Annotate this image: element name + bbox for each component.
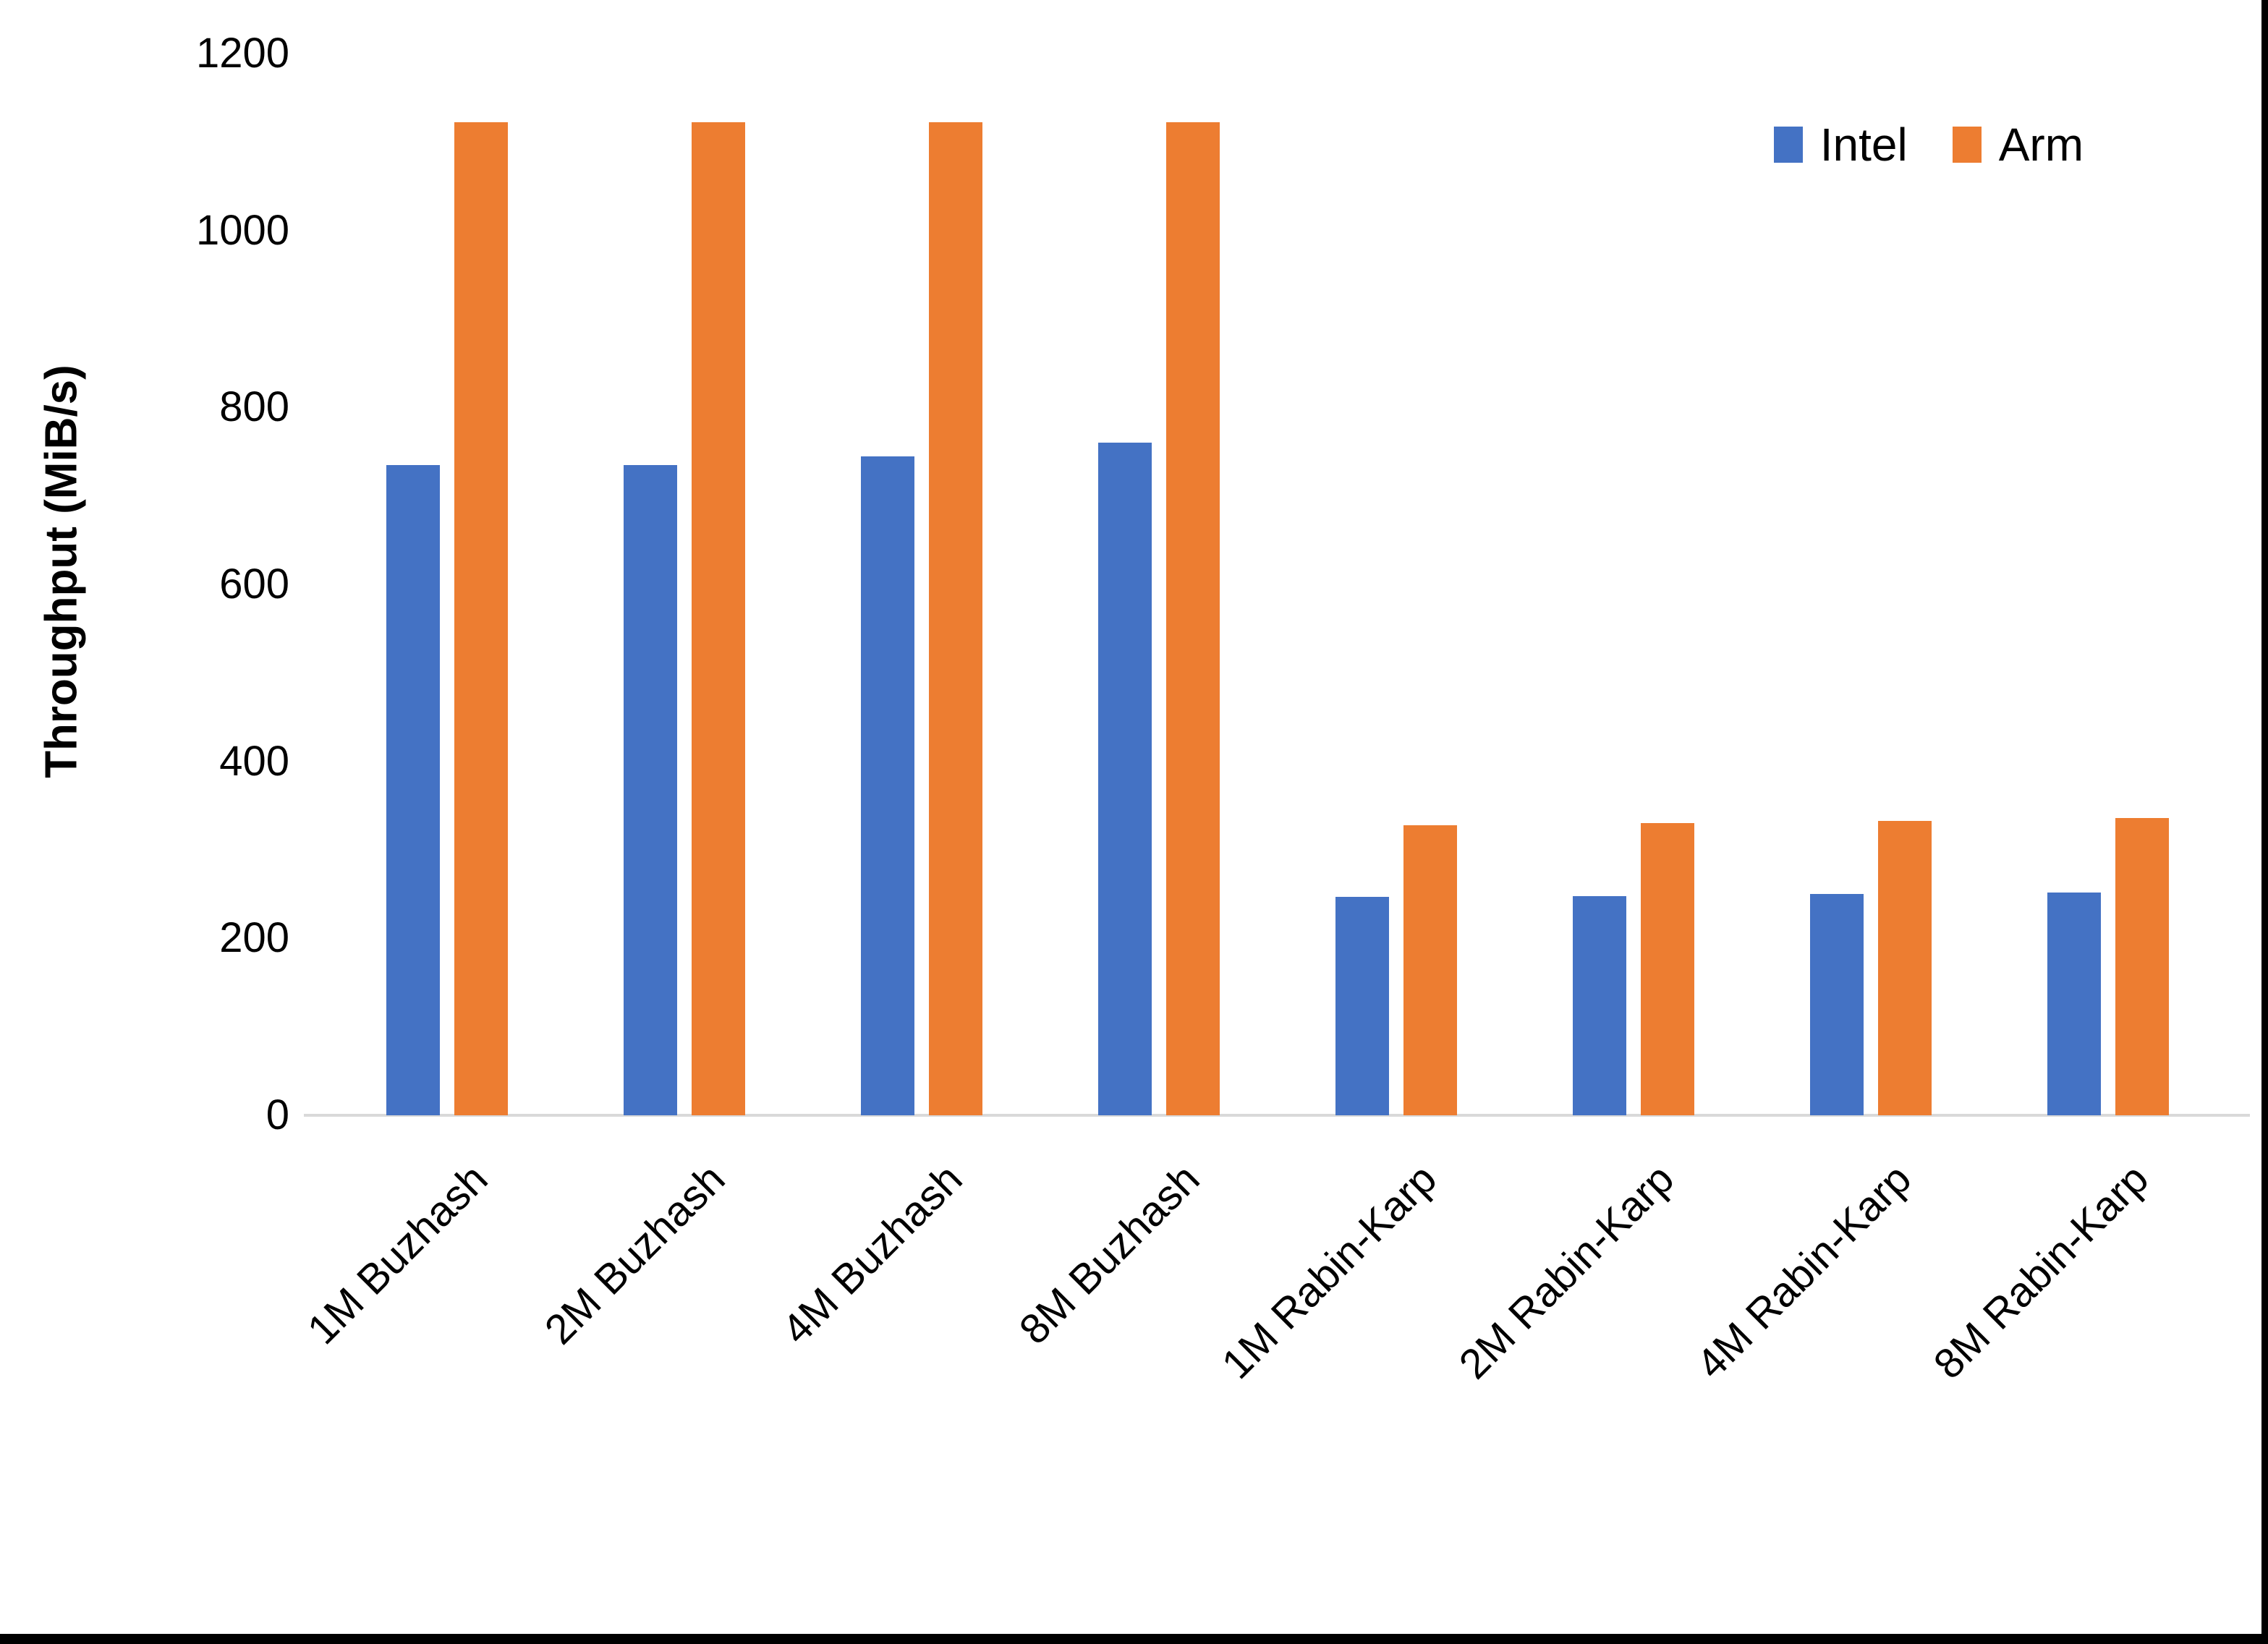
x-category-label: 4M Buzhash [773, 1155, 972, 1354]
page-edge-right [2261, 0, 2268, 1644]
y-tick-label: 600 [219, 561, 289, 608]
x-category-label: 8M Rabin-Karp [1924, 1155, 2158, 1388]
bar-arm-3 [1166, 122, 1220, 1115]
x-category-label: 2M Buzhash [535, 1155, 734, 1354]
y-tick-label: 400 [219, 737, 289, 785]
bar-arm-1 [692, 122, 745, 1115]
legend-swatch-intel [1773, 127, 1803, 163]
bar-intel-4 [1335, 896, 1389, 1115]
bar-intel-7 [2047, 892, 2101, 1115]
bar-arm-7 [2115, 817, 2169, 1115]
legend-label-arm: Arm [1998, 119, 2084, 171]
bar-arm-2 [929, 122, 982, 1115]
x-category-label: 8M Buzhash [1010, 1155, 1209, 1354]
legend-item-intel: Intel [1773, 119, 1908, 171]
y-tick-label: 1200 [195, 30, 289, 77]
x-category-label: 2M Rabin-Karp [1450, 1155, 1683, 1388]
legend-label-intel: Intel [1819, 119, 1908, 171]
legend: Intel Arm [1773, 119, 2084, 171]
y-tick-label: 200 [219, 914, 289, 962]
x-category-label: 1M Buzhash [298, 1155, 497, 1354]
x-axis-line [304, 1114, 2250, 1117]
x-category-label: 4M Rabin-Karp [1687, 1155, 1921, 1388]
bar-intel-2 [861, 456, 914, 1115]
bar-intel-5 [1573, 895, 1626, 1115]
y-axis-title: Throughput (MiB/s) [36, 365, 87, 778]
bar-intel-3 [1098, 443, 1152, 1115]
legend-item-arm: Arm [1952, 119, 2084, 171]
bar-arm-6 [1878, 820, 1932, 1115]
bar-intel-1 [624, 464, 677, 1115]
y-tick-label: 0 [266, 1091, 289, 1138]
y-tick-label: 800 [219, 383, 289, 431]
bar-arm-5 [1641, 823, 1694, 1115]
y-tick-label: 1000 [195, 206, 289, 254]
legend-swatch-arm [1952, 127, 1982, 163]
bar-arm-0 [454, 122, 508, 1115]
bar-arm-4 [1403, 825, 1457, 1115]
x-category-label: 1M Rabin-Karp [1212, 1155, 1446, 1388]
bar-intel-6 [1810, 894, 1864, 1115]
bar-intel-0 [386, 464, 440, 1115]
page-edge-bottom [0, 1634, 2268, 1644]
